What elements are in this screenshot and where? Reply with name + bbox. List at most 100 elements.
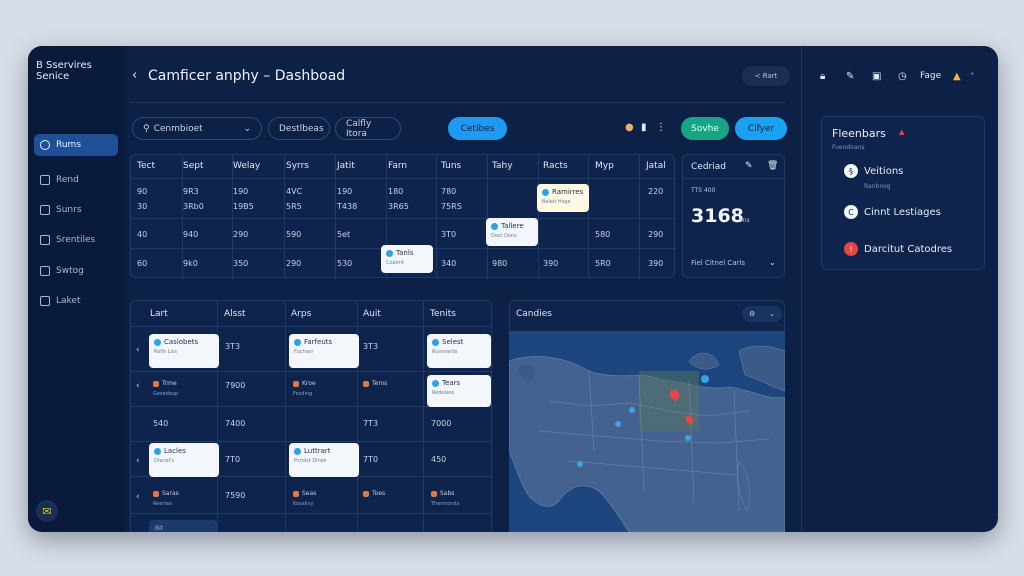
- delete-icon[interactable]: 🗑︎: [767, 161, 779, 171]
- cell-item[interactable]: Seas: [293, 490, 316, 497]
- table-cell: 90: [137, 187, 148, 196]
- cell-item[interactable]: Saras: [153, 490, 179, 497]
- right-panel-item[interactable]: § Veitions: [844, 164, 903, 178]
- table-row-card[interactable]: Selest Ruorsanfa: [427, 334, 491, 368]
- brand-line2: Senice: [36, 71, 70, 82]
- table-row-card[interactable]: Tears Redeless: [427, 375, 491, 407]
- palette-icon[interactable]: ●: [625, 122, 634, 133]
- stats-card: Cedriad ✎ 🗑︎ TTS 400 3168 ons Fiel Citne…: [682, 154, 786, 278]
- tag-icon: [431, 490, 437, 497]
- cell-item[interactable]: Toes: [363, 490, 385, 497]
- column-header[interactable]: Tect: [137, 161, 155, 171]
- cell-label: Tears: [442, 379, 461, 387]
- chevron-down-icon[interactable]: ᵛ: [971, 71, 974, 79]
- cell-item[interactable]: Sabs: [431, 490, 454, 497]
- table-cell: 40: [137, 230, 148, 239]
- header-back-button[interactable]: < Rart: [742, 66, 790, 86]
- sidebar-item-sunrs[interactable]: Sunrs: [34, 199, 118, 221]
- chevron-down-icon[interactable]: ⌄: [769, 258, 776, 267]
- sidebar-item-swtog[interactable]: Swtog: [34, 260, 118, 282]
- column-header[interactable]: Auit: [363, 309, 381, 319]
- clock-icon[interactable]: ◷: [898, 71, 907, 82]
- map-point-icon[interactable]: [685, 435, 691, 441]
- primary-action-button[interactable]: Cetibes: [448, 117, 507, 140]
- save-button[interactable]: Sovhe: [681, 117, 729, 140]
- table-cell: 30: [137, 202, 148, 211]
- chevron-left-icon[interactable]: ‹: [136, 492, 140, 502]
- map-point-icon[interactable]: [577, 461, 583, 467]
- edit-icon[interactable]: ✎: [745, 161, 753, 171]
- header-right-label[interactable]: Fage: [920, 71, 942, 81]
- search-field[interactable]: ⚲ Cenmbioet ⌄: [132, 117, 262, 140]
- bookmark-icon[interactable]: ▣: [872, 71, 882, 82]
- chevron-down-icon[interactable]: ⌄: [769, 310, 776, 318]
- status-dot-icon: [294, 338, 301, 346]
- status-chip[interactable]: Ramirres Beleit Hsge: [537, 184, 589, 212]
- column-header[interactable]: Tenits: [430, 309, 456, 319]
- alert-icon: ▲: [899, 128, 905, 136]
- tag-icon: [363, 490, 369, 497]
- column-header[interactable]: Syrrs: [286, 161, 309, 171]
- cell-item[interactable]: Trme: [153, 380, 177, 387]
- status-chip[interactable]: Tallere Dest Dons: [486, 218, 538, 246]
- table-row-card[interactable]: Lacles Drecel's: [149, 443, 219, 477]
- chevron-left-icon[interactable]: ‹: [136, 381, 140, 391]
- map-view[interactable]: [509, 331, 785, 532]
- column-header[interactable]: Jatit: [337, 161, 355, 171]
- table-cell: 450: [431, 455, 447, 464]
- column-header[interactable]: Tuns: [441, 161, 462, 171]
- sidebar-item-rums[interactable]: Rums: [34, 134, 118, 156]
- filter-pill-2[interactable]: Calfly Itora: [335, 117, 401, 140]
- export-button[interactable]: Cifyer: [735, 117, 787, 140]
- table-row-card[interactable]: Caslobets Rolfs Liss: [149, 334, 219, 368]
- back-chevron-icon[interactable]: ‹: [132, 68, 138, 83]
- table-cell: 190: [233, 187, 249, 196]
- stats-footer[interactable]: Fiel Citnel Carls: [691, 259, 746, 267]
- status-chip[interactable]: Tanls Coalmt: [381, 245, 433, 273]
- right-panel-item[interactable]: C Cinnt Lestiages: [844, 205, 941, 219]
- map-point-icon[interactable]: [615, 421, 621, 427]
- settings-icon[interactable]: ⚙: [748, 310, 756, 318]
- table-row-card[interactable]: Farfeuts Fuchsor: [289, 334, 359, 368]
- table-cell: 180: [388, 187, 404, 196]
- column-header[interactable]: Tahy: [492, 161, 513, 171]
- more-icon[interactable]: ⋮: [656, 122, 666, 133]
- cell-item[interactable]: Kroe: [293, 380, 316, 387]
- map-point-icon[interactable]: [701, 375, 709, 383]
- chevron-left-icon[interactable]: ‹: [136, 456, 140, 466]
- column-header[interactable]: Racts: [543, 161, 568, 171]
- column-header[interactable]: Arps: [291, 309, 312, 319]
- table-cell: 290: [286, 259, 302, 268]
- column-header[interactable]: Myp: [595, 161, 614, 171]
- sidebar-item-laket[interactable]: Laket: [34, 290, 118, 312]
- bottom-table: Lart Alsst Arps Auit Tenits ‹ Caslobets …: [130, 300, 493, 532]
- column-header[interactable]: Alsst: [224, 309, 246, 319]
- notification-icon[interactable]: ✉: [36, 500, 58, 522]
- status-dot-icon: [491, 222, 498, 230]
- filter-pill-1[interactable]: Destlbeas: [268, 117, 330, 140]
- file-icon[interactable]: ▮: [641, 122, 647, 133]
- column-header[interactable]: Lart: [150, 309, 168, 319]
- user-icon[interactable]: ▲: [953, 71, 961, 82]
- column-header[interactable]: Welay: [233, 161, 261, 171]
- map-point-icon[interactable]: [629, 407, 635, 413]
- table-cell: 780: [441, 187, 457, 196]
- sidebar-item-label: Sunrs: [56, 205, 82, 215]
- footer-chip[interactable]: Bit: [149, 520, 217, 532]
- chevron-left-icon[interactable]: ‹: [136, 345, 140, 355]
- land-north: [738, 345, 785, 392]
- table-divider: [386, 155, 387, 279]
- map-controls[interactable]: ⚙ ⌄: [742, 306, 782, 322]
- right-panel-item[interactable]: ! Darcitut Catodres: [844, 242, 952, 256]
- cell-item[interactable]: Tems: [363, 380, 387, 387]
- cell-label: Lacles: [164, 447, 186, 455]
- pen-icon[interactable]: ✎: [846, 71, 855, 82]
- column-header[interactable]: Sept: [183, 161, 204, 171]
- sidebar-item-srentiles[interactable]: Srentiles: [34, 229, 118, 251]
- column-header[interactable]: Farn: [388, 161, 408, 171]
- table-row-card[interactable]: Luttrart Pctolst Dines: [289, 443, 359, 477]
- column-header[interactable]: Jatal: [646, 161, 666, 171]
- sidebar-item-rend[interactable]: Rend: [34, 169, 118, 191]
- lock-icon[interactable]: 🔒︎: [820, 71, 826, 82]
- cell-label: Saras: [162, 490, 179, 497]
